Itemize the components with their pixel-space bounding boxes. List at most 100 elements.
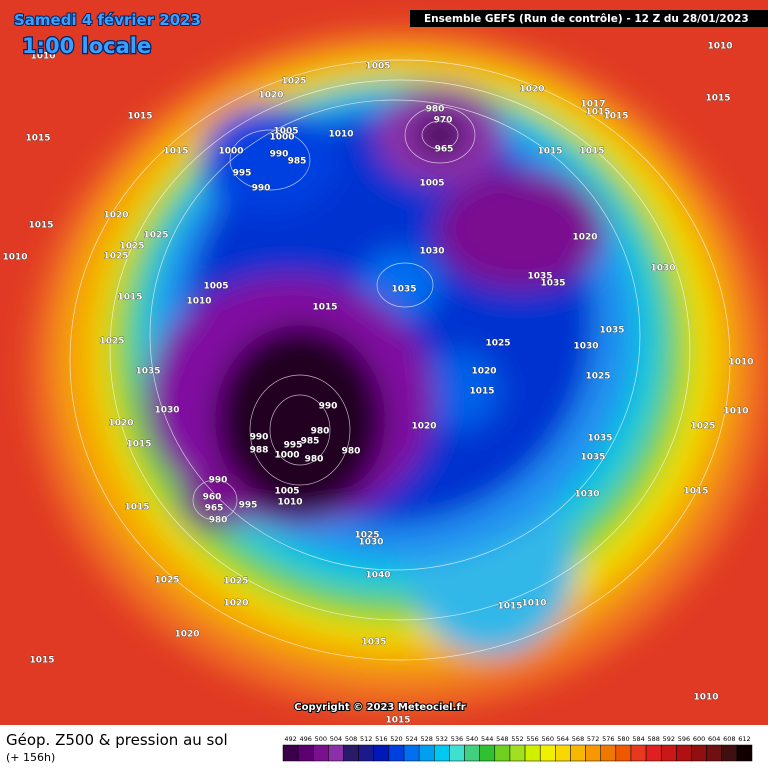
scale-label: 588: [647, 735, 659, 743]
scale-swatch: [343, 744, 359, 762]
scale-label: 548: [496, 735, 508, 743]
isobar-label: 965: [435, 145, 454, 155]
isobar-label: 1035: [361, 638, 386, 648]
isobar-label: 1015: [497, 602, 522, 612]
isobar-label: 990: [270, 150, 289, 160]
isobar-label: 990: [319, 402, 338, 412]
isobar-labels: 1010100510101025102010201015101510171015…: [2, 41, 754, 726]
field: 1010100510101025102010201015101510171015…: [0, 0, 768, 726]
isobar-label: 1015: [25, 134, 50, 144]
isobar-label: 1035: [391, 285, 416, 295]
scale-label: 604: [708, 735, 720, 743]
run-box: [410, 10, 768, 27]
scale-label: 528: [421, 735, 433, 743]
scale-label: 516: [375, 735, 387, 743]
scale-swatch: [464, 744, 480, 762]
scale-swatch: [736, 744, 753, 762]
isobar-label: 1005: [273, 127, 298, 137]
isobar-label: 1035: [599, 326, 624, 336]
isobar-label: 1020: [258, 91, 283, 101]
isobar-label: 1025: [154, 576, 179, 586]
scale-swatch: [630, 744, 647, 762]
scale-swatch: [721, 744, 738, 762]
scale-label: 544: [481, 735, 493, 743]
scale-label: 580: [617, 735, 629, 743]
isobar-label: 995: [233, 169, 252, 179]
isobar-label: 1025: [485, 339, 510, 349]
scale-swatch: [282, 744, 299, 762]
isobar-label: 1015: [537, 147, 562, 157]
isobar-label: 1015: [126, 440, 151, 450]
isobar-label: 1010: [186, 297, 211, 307]
isobar-label: 1020: [411, 422, 436, 432]
copyright: Copyright © 2023 Meteociel.fr: [294, 702, 465, 713]
isobar-label: 1000: [269, 133, 294, 143]
scale-label: 608: [723, 735, 735, 743]
scale-swatch: [358, 744, 375, 762]
isobar-label: 965: [205, 504, 224, 514]
isobar-label: 1010: [521, 599, 546, 609]
isobar-label: 1025: [143, 231, 168, 241]
isobar-label: 1040: [365, 571, 390, 581]
isobar-label: 1015: [28, 221, 53, 231]
scale-label: 504: [330, 735, 342, 743]
scale-swatch: [539, 744, 556, 762]
scale-swatch: [373, 744, 390, 762]
isobar-label: 1020: [519, 85, 544, 95]
isobar-label: 1010: [30, 52, 55, 62]
scale-label: 540: [466, 735, 478, 743]
isobar-label: 985: [288, 157, 307, 167]
isobar-label: 1020: [471, 367, 496, 377]
isobar-label: 1030: [574, 490, 599, 500]
isobar-label: 1010: [328, 130, 353, 140]
isobar-label: 1025: [585, 372, 610, 382]
isobar-label: 1010: [707, 42, 732, 52]
isobar-label: 1035: [580, 453, 605, 463]
isobar-label: 1017: [580, 100, 605, 110]
scale-swatch: [388, 744, 405, 762]
scale-label: 576: [602, 735, 614, 743]
scale-swatch: [403, 744, 420, 762]
footer-title: Géop. Z500 & pression au sol: [6, 731, 228, 749]
scale-swatch: [570, 744, 586, 762]
isobar-label: 1030: [358, 538, 383, 548]
isobar-label: 1020: [108, 419, 133, 429]
isobar-label: 980: [342, 447, 361, 457]
isobar-label: 1015: [579, 147, 604, 157]
isobar-label: 1030: [650, 264, 675, 274]
footer-lead: (+ 156h): [6, 751, 55, 764]
isobars: [69, 59, 731, 661]
isobar-label: 1000: [274, 451, 299, 461]
isobar-label: 1015: [585, 108, 610, 118]
scale-label: 520: [390, 735, 402, 743]
isobar-label: 990: [209, 476, 228, 486]
isobar-label: 1015: [603, 112, 628, 122]
isobar-label: 1015: [163, 147, 188, 157]
isobar-label: 1005: [274, 487, 299, 497]
scale-label: 556: [526, 735, 538, 743]
scale-label: 536: [451, 735, 463, 743]
scale-label: 496: [299, 735, 311, 743]
isobar-label: 1010: [2, 253, 27, 263]
isobar-label: 1020: [572, 233, 597, 243]
scale-label: 508: [345, 735, 357, 743]
isobar-label: 1015: [385, 716, 410, 726]
isobar-label: 1025: [354, 531, 379, 541]
scale-swatch: [509, 744, 526, 762]
isobar-label: 1015: [705, 94, 730, 104]
isobar-label: 1035: [587, 434, 612, 444]
isobar-label: 990: [250, 433, 269, 443]
isobar-label: 960: [203, 493, 222, 503]
isobar-label: 1015: [124, 503, 149, 513]
isobar-label: 1015: [683, 487, 708, 497]
scale-label: 532: [436, 735, 448, 743]
isobar-label: 1025: [119, 242, 144, 252]
scale-swatch: [645, 744, 662, 762]
isobar-label: 1005: [203, 282, 228, 292]
isobar-label: 1020: [223, 599, 248, 609]
isobar-label: 1030: [419, 247, 444, 257]
scale-swatch: [676, 744, 692, 762]
isobar-label: 1015: [29, 656, 54, 666]
run-info: Ensemble GEFS (Run de contrôle) - 12 Z d…: [424, 13, 749, 25]
